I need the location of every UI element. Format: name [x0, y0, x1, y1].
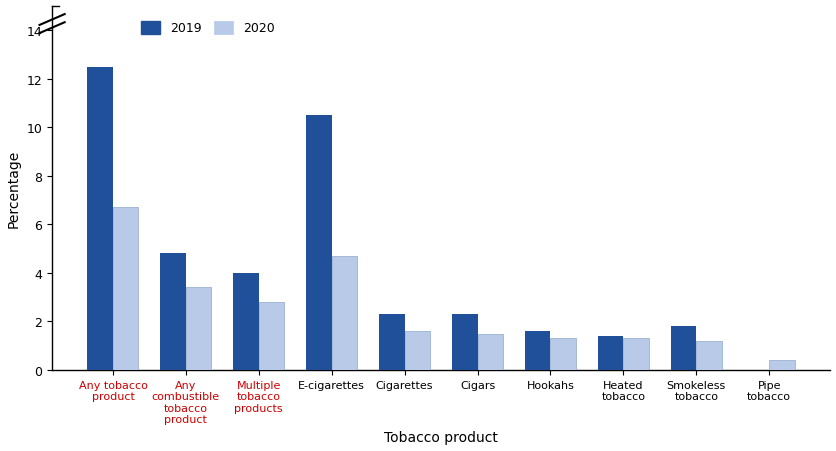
Bar	[306, 116, 331, 370]
Bar	[550, 339, 575, 370]
Bar	[623, 339, 648, 370]
Bar	[258, 302, 284, 370]
Legend: 2019, 2020: 2019, 2020	[136, 17, 279, 41]
Bar	[113, 208, 138, 370]
Bar	[161, 254, 186, 370]
Bar	[696, 341, 721, 370]
Bar	[477, 334, 502, 370]
Bar	[233, 273, 258, 370]
Bar	[186, 288, 212, 370]
Bar	[768, 360, 793, 370]
Bar	[670, 327, 696, 370]
Bar	[524, 331, 550, 370]
Y-axis label: Percentage: Percentage	[7, 149, 21, 228]
Text: 100: 100	[27, 0, 50, 2]
Bar	[451, 314, 477, 370]
X-axis label: Tobacco product: Tobacco product	[384, 430, 497, 444]
Bar	[379, 314, 404, 370]
Bar	[331, 256, 357, 370]
Bar	[597, 336, 623, 370]
Bar	[87, 68, 113, 370]
Bar	[404, 331, 430, 370]
